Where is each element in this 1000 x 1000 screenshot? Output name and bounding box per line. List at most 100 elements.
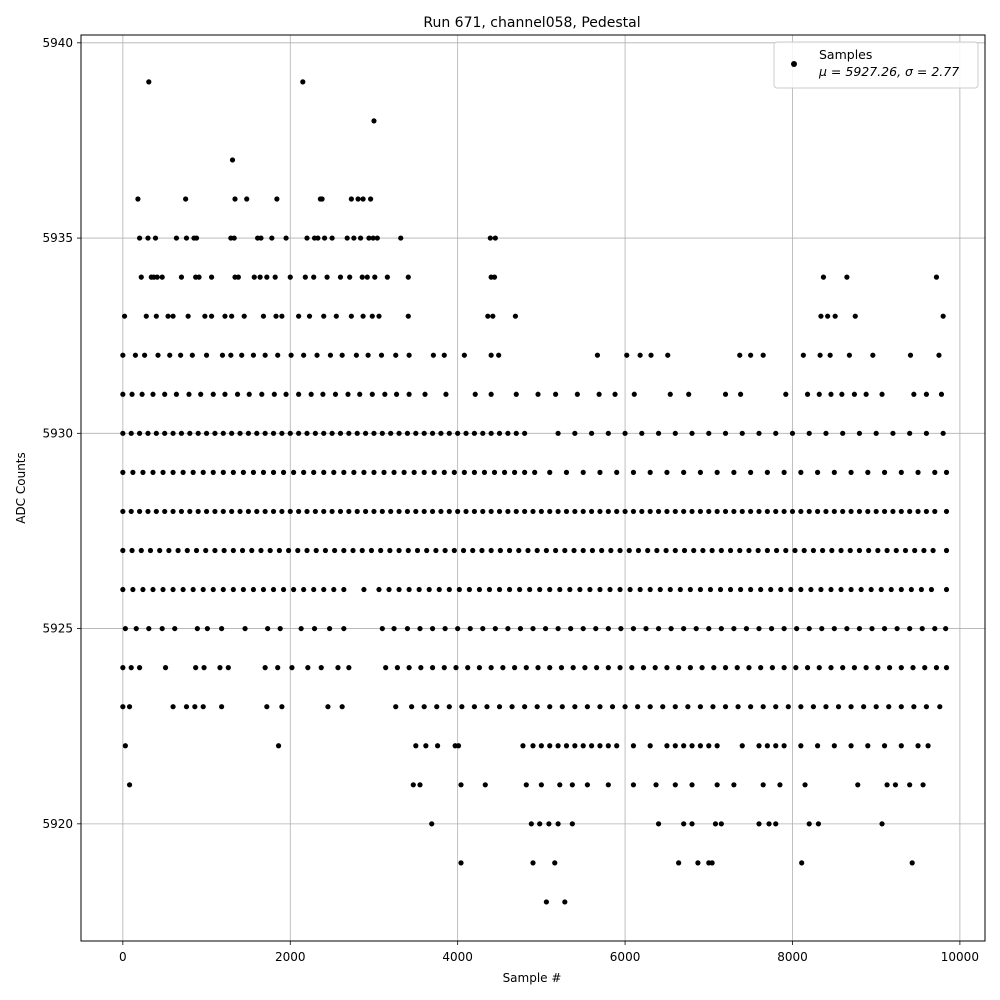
data-point [301,352,307,358]
data-point [714,743,720,749]
data-point [193,547,200,554]
data-point [394,665,400,671]
data-point [530,860,536,866]
data-point [488,352,494,358]
data-point [588,743,595,749]
data-point [296,430,302,436]
data-point [639,430,645,436]
plot-frame [80,34,986,942]
data-point [357,235,364,241]
data-point [898,508,904,515]
data-point [773,743,779,749]
data-point [387,547,393,554]
data-point [183,704,190,710]
data-point [806,625,812,632]
data-point [187,508,193,515]
data-point [639,508,645,515]
data-point [406,352,412,358]
data-point [748,352,754,358]
data-point [160,469,166,475]
data-point [311,274,317,280]
data-point [406,665,412,671]
data-point [276,547,282,554]
data-point [748,704,754,710]
data-point [361,586,367,593]
data-point [596,391,602,397]
data-point [672,704,678,710]
data-point [558,665,565,671]
data-point [128,665,134,671]
data-point [162,391,168,397]
data-point [617,665,623,671]
data-point [234,391,241,397]
data-point [231,235,237,241]
data-point [446,508,452,515]
y-tick-label: 5925 [42,622,73,636]
data-point [589,547,596,554]
data-point [180,586,186,593]
data-point [160,586,166,593]
data-point [764,508,770,515]
data-point [718,547,724,554]
data-point [840,508,846,515]
data-point [881,469,888,475]
grid-lines [81,35,985,941]
data-point [273,313,279,319]
data-point [537,821,543,827]
data-point [434,743,441,749]
data-point [136,430,143,436]
data-point [792,547,798,554]
data-point [667,586,673,593]
data-point [325,704,331,710]
data-point [371,469,377,475]
data-point [264,704,270,710]
data-point [921,547,927,554]
data-point [183,196,189,202]
data-point [823,430,829,436]
data-point [166,547,172,554]
data-point [245,508,252,515]
data-point [681,821,687,827]
data-point [416,586,422,593]
data-point [605,665,611,671]
data-point [210,469,216,475]
x-tick-label: 10000 [941,950,979,964]
data-point [320,391,326,397]
data-point [355,196,361,202]
data-point [170,469,176,475]
data-point [446,586,452,593]
x-tick-label: 4000 [442,950,473,964]
data-point [943,586,950,593]
data-point [873,430,879,436]
data-point [884,782,890,788]
data-points [120,79,950,905]
data-point [689,782,695,788]
data-point [413,430,419,436]
data-point [150,586,156,593]
data-point [851,391,858,397]
data-point [731,625,737,632]
data-point [430,352,436,358]
data-point [331,586,337,593]
data-point [359,274,365,280]
data-point [146,79,152,85]
data-point [697,508,704,515]
data-point [933,665,940,671]
data-point [898,665,904,671]
data-point [865,508,871,515]
data-point [195,430,201,436]
data-point [482,782,488,788]
data-point [594,665,600,671]
data-point [341,586,347,593]
data-point [630,625,637,632]
data-point [476,586,483,593]
data-point [201,665,207,671]
data-point [190,469,196,475]
data-point [563,508,570,515]
data-point [337,508,344,515]
data-point [393,704,399,710]
data-point [305,665,311,671]
data-point [932,508,938,515]
data-point [509,704,515,710]
data-point [755,547,761,554]
